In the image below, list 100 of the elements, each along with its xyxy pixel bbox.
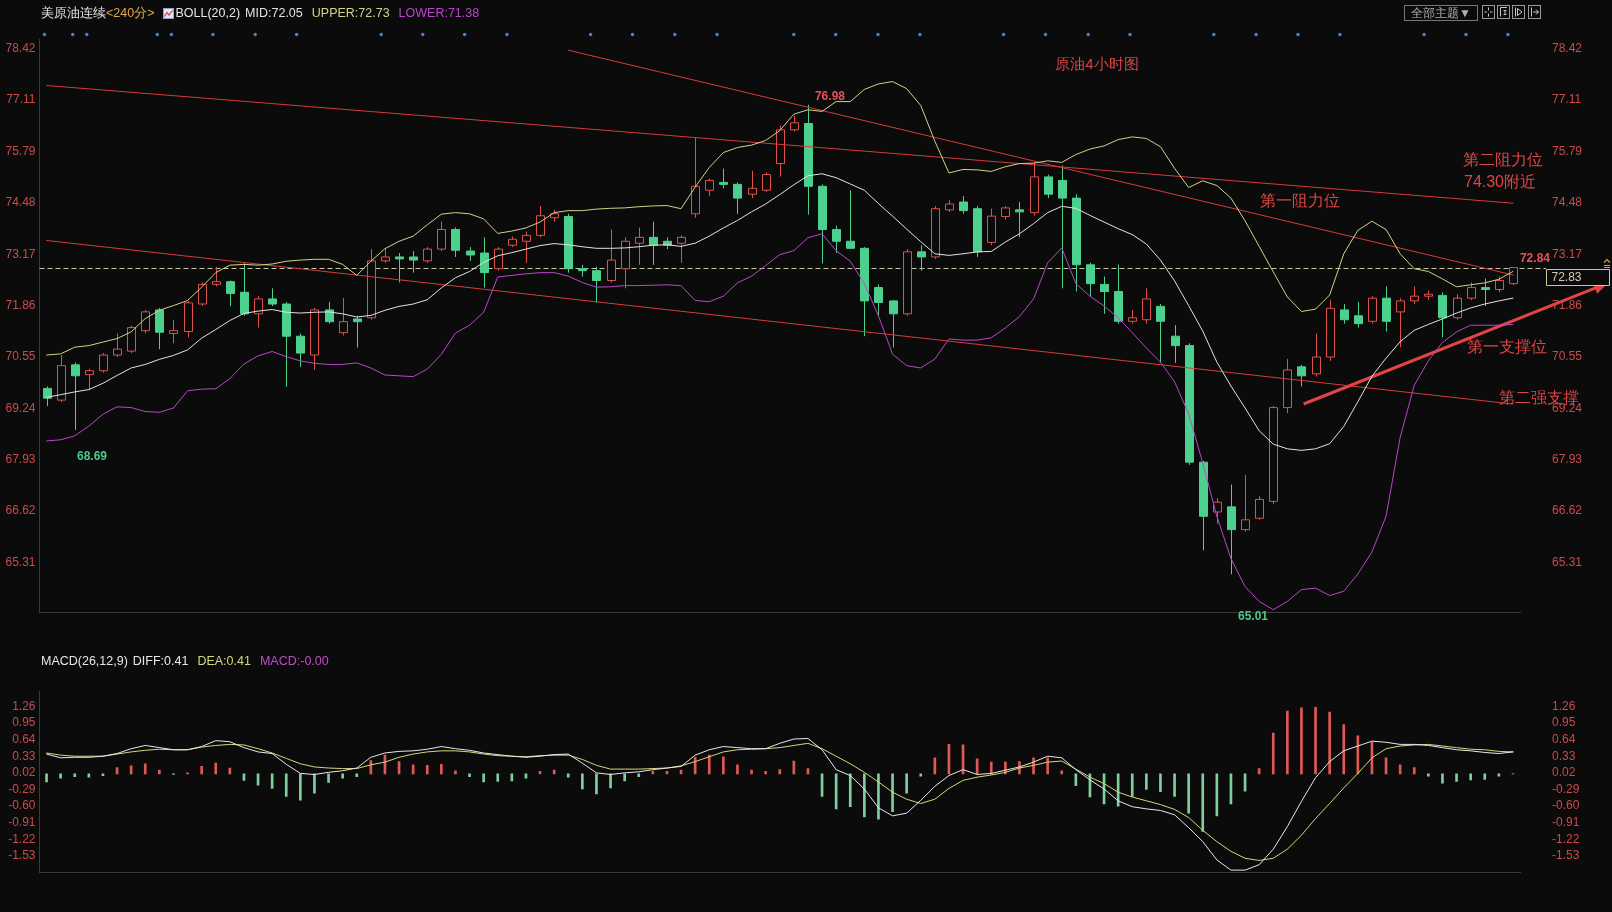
y-tick-label: -1.22 <box>8 831 36 846</box>
candlestick <box>1354 301 1363 329</box>
y-tick-label: -0.29 <box>8 781 36 796</box>
y-tick-label: 0.64 <box>12 731 36 746</box>
candlestick <box>1227 484 1236 575</box>
annotation: 68.69 <box>76 449 108 463</box>
text: DEA:0.41 <box>197 654 251 669</box>
candlestick <box>1072 193 1081 292</box>
bar <box>637 773 641 777</box>
candlestick <box>804 104 813 216</box>
candlestick <box>1453 293 1462 321</box>
candlestick <box>57 354 66 403</box>
bar <box>1046 757 1049 775</box>
bar <box>158 769 161 775</box>
text: 72.83 <box>1551 270 1582 285</box>
bar <box>454 770 457 775</box>
candlestick <box>846 189 855 250</box>
bar <box>778 769 782 775</box>
annotation: 65.01 <box>1237 609 1269 623</box>
y-tick-label: 0.33 <box>12 748 36 763</box>
annotation: 第一支撑位 <box>1467 338 1547 355</box>
annotation: 第二阻力位 <box>1463 151 1543 168</box>
candlestick <box>155 307 164 350</box>
candlestick <box>719 168 728 189</box>
candlestick <box>169 319 178 344</box>
bar <box>863 773 866 818</box>
candlestick <box>635 227 644 266</box>
bar <box>1060 770 1064 775</box>
y-tick-label: 1.26 <box>12 698 36 713</box>
candlestick <box>127 325 136 354</box>
bar <box>468 773 471 777</box>
candlestick <box>1171 324 1180 364</box>
text: MACD:-0.00 <box>259 654 329 669</box>
candlestick <box>818 183 827 264</box>
bar <box>891 773 894 812</box>
candlestick <box>254 295 263 329</box>
candlestick <box>1297 364 1306 387</box>
bar <box>1342 724 1346 775</box>
candlestick <box>494 246 503 272</box>
y-tick-label: 74.48 <box>5 195 36 210</box>
candlestick <box>1467 281 1476 301</box>
candlestick <box>1241 474 1250 533</box>
candlestick <box>790 115 799 132</box>
candlestick <box>1128 309 1137 325</box>
legend-title: BOLL(20,2) <box>175 6 241 21</box>
y-tick-label: 75.79 <box>5 143 36 158</box>
y2-tick-label: 73.17 <box>1552 246 1583 261</box>
candlestick <box>1438 291 1447 338</box>
y-tick-label: 0.02 <box>12 765 36 780</box>
y-tick-label: 78.42 <box>5 40 36 55</box>
bar <box>877 773 880 820</box>
candlestick <box>85 368 94 391</box>
candlestick <box>677 234 686 264</box>
candlestick <box>1410 285 1419 305</box>
candlestick <box>987 208 996 246</box>
bar <box>1145 773 1148 790</box>
y2-tick-label: -1.53 <box>1552 848 1580 863</box>
y-tick-label: 66.62 <box>5 503 36 518</box>
candlestick <box>776 125 785 178</box>
candlestick <box>1199 460 1208 551</box>
candlestick <box>733 181 742 215</box>
text: MID:72.05 <box>245 6 303 21</box>
annotation: 原油4小时图 <box>1055 54 1139 72</box>
candlestick <box>592 266 601 304</box>
y2-tick-label: 0.64 <box>1552 731 1576 746</box>
candlestick <box>141 309 150 334</box>
candlestick <box>1396 297 1405 348</box>
candlestick <box>437 221 446 252</box>
candlestick <box>310 307 319 371</box>
text: UPPER:72.73 <box>311 6 390 21</box>
legend-title: MACD(26,12,9) <box>41 654 128 669</box>
annotation: 76.98 <box>814 89 846 104</box>
bar <box>1130 773 1134 797</box>
candlestick <box>649 221 658 266</box>
y-tick-label: 69.24 <box>5 400 36 415</box>
y2-tick-label: 70.55 <box>1552 349 1583 364</box>
candlestick <box>931 205 940 260</box>
y2-tick-label: -0.91 <box>1552 815 1580 830</box>
candlestick <box>762 172 771 193</box>
candlestick <box>508 236 517 248</box>
y-tick-label: 0.95 <box>12 715 36 730</box>
bar <box>1455 773 1458 782</box>
candlestick <box>395 252 404 283</box>
bar <box>143 763 147 775</box>
bar <box>1159 773 1162 792</box>
bar <box>355 773 359 777</box>
bar <box>566 773 570 778</box>
y2-tick-label: 66.62 <box>1552 503 1583 518</box>
bar <box>1300 707 1303 775</box>
candlestick <box>480 236 489 289</box>
bar <box>59 773 62 779</box>
bar <box>764 770 767 775</box>
candlestick <box>1481 278 1490 307</box>
candlestick <box>451 227 460 258</box>
bar <box>425 765 429 775</box>
bar <box>1314 706 1317 775</box>
bar <box>722 756 725 775</box>
candlestick <box>1495 276 1504 293</box>
bar <box>1483 773 1487 780</box>
candlestick <box>409 250 418 274</box>
